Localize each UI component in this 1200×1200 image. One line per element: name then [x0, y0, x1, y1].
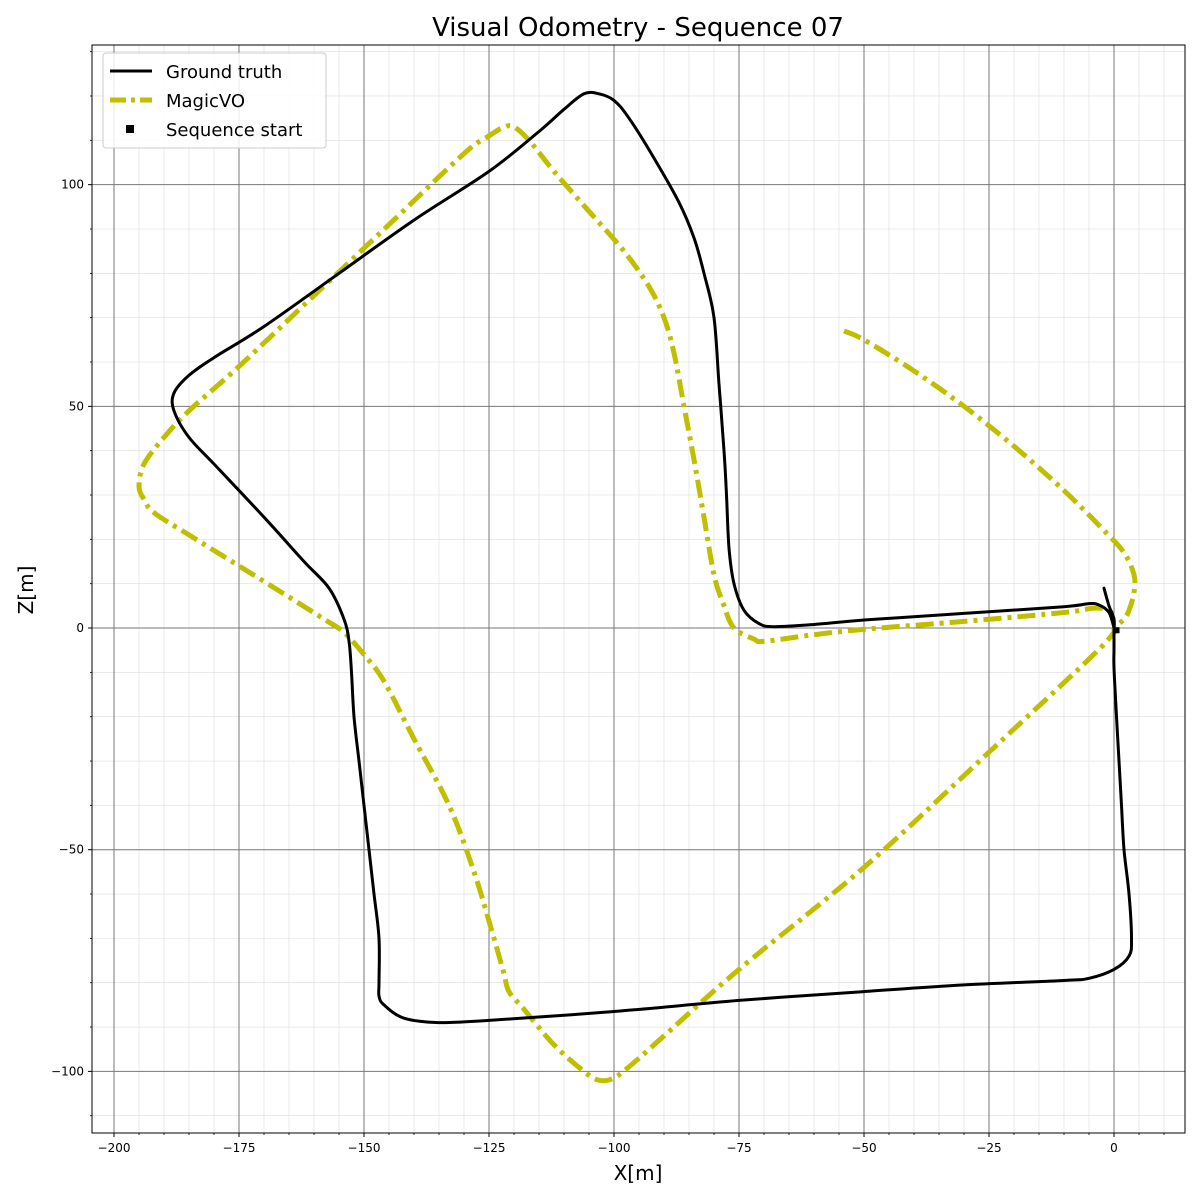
plot-frame [91, 44, 1186, 1134]
series-line-ground-truth [170, 90, 1134, 1025]
y-tick-label: 0 [76, 621, 84, 635]
x-axis-ticks: −200 −175 −150 −125 −100 −75 −50 −25 0 [98, 1133, 1165, 1155]
x-tick-label: −125 [473, 1141, 506, 1155]
legend-label-sequence-start: Sequence start [166, 120, 302, 141]
series-layer [136, 90, 1138, 1084]
legend: Ground truth MagicVO Sequence start [102, 52, 327, 149]
x-tick-label: −175 [223, 1141, 256, 1155]
y-tick-label: −50 [59, 843, 84, 857]
x-tick-label: −200 [98, 1141, 131, 1155]
y-axis-ticks: −100 −50 0 50 100 [51, 51, 92, 1117]
x-tick-label: −150 [348, 1141, 381, 1155]
x-tick-label: 0 [1110, 1141, 1118, 1155]
y-axis-label: Z[m] [14, 566, 38, 615]
minor-grid [92, 45, 1185, 1133]
legend-label-ground-truth: Ground truth [166, 62, 282, 83]
sequence-start-marker [1113, 627, 1120, 634]
x-tick-label: −50 [851, 1141, 876, 1155]
x-tick-label: −75 [726, 1141, 751, 1155]
y-tick-label: −100 [51, 1064, 84, 1078]
series-line-magicvo [136, 123, 1138, 1084]
legend-swatch-sequence-start [126, 125, 134, 133]
x-tick-label: −100 [598, 1141, 631, 1155]
chart-title: Visual Odometry - Sequence 07 [432, 13, 844, 43]
legend-box [102, 52, 327, 149]
x-tick-label: −25 [976, 1141, 1001, 1155]
legend-label-magicvo: MagicVO [166, 91, 245, 112]
x-axis-label: X[m] [614, 1161, 663, 1185]
y-tick-label: 50 [69, 399, 84, 413]
major-grid [92, 45, 1185, 1133]
y-tick-label: 100 [61, 178, 84, 192]
